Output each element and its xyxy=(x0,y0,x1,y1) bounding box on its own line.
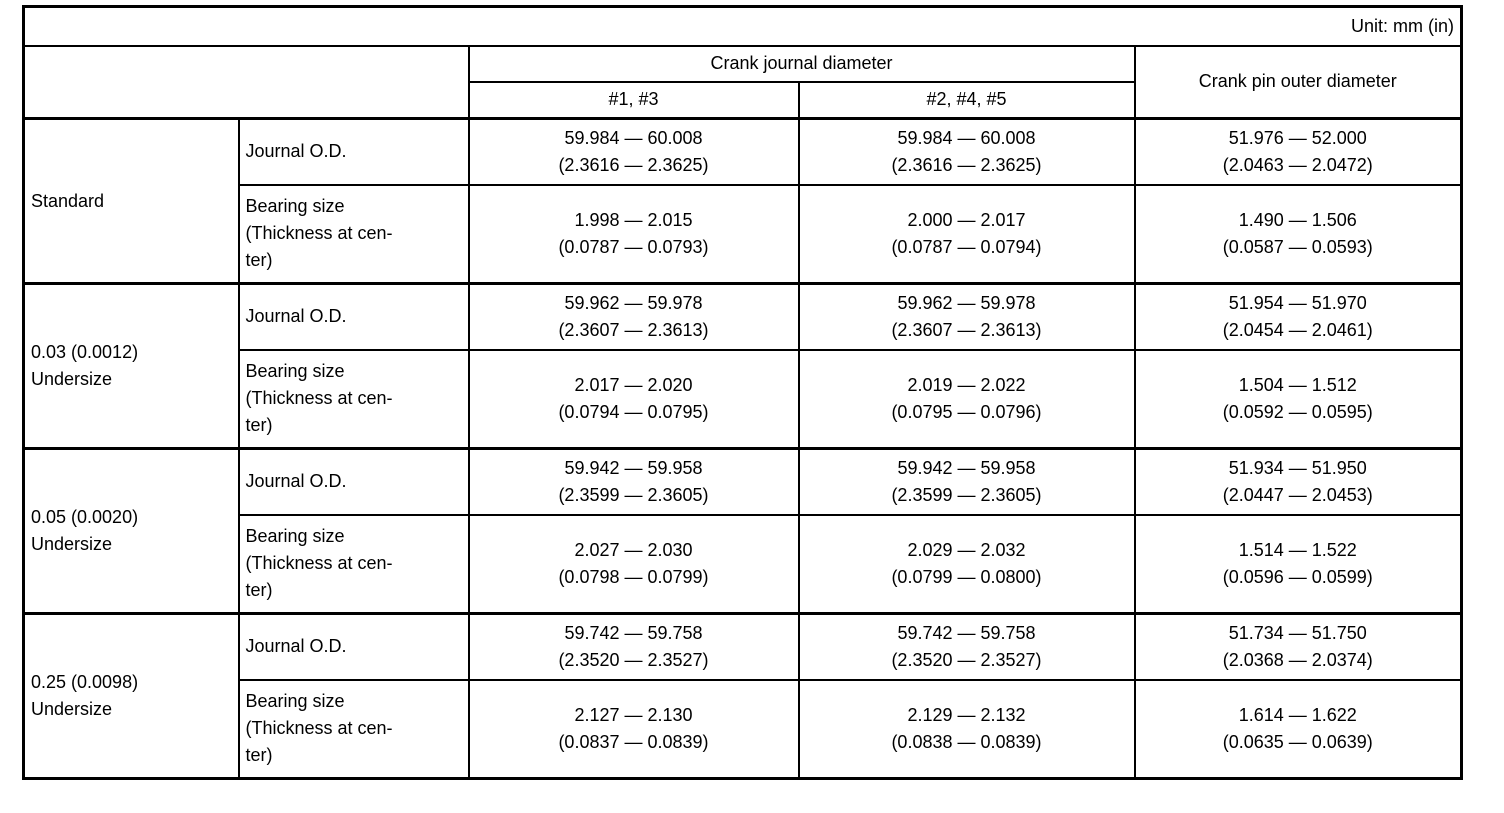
cell-u005-journal-245: 59.942 — 59.958 (2.3599 — 2.3605) xyxy=(797,447,1136,516)
cell-u025-journal-pin: 51.734 — 51.750 (2.0368 — 2.0374) xyxy=(1133,612,1463,681)
cell-standard-bearing-245: 2.000 — 2.017 (0.0787 — 0.0794) xyxy=(797,183,1136,285)
row-label-bearing-size: Bearing size (Thickness at cen- ter) xyxy=(237,348,470,450)
cell-u003-journal-245: 59.962 — 59.978 (2.3607 — 2.3613) xyxy=(797,282,1136,351)
size-label-undersize-003: 0.03 (0.0012) Undersize xyxy=(22,282,240,450)
cell-u025-bearing-13: 2.127 — 2.130 (0.0837 — 0.0839) xyxy=(467,678,800,780)
cell-u005-journal-13: 59.942 — 59.958 (2.3599 — 2.3605) xyxy=(467,447,800,516)
cell-u025-journal-13: 59.742 — 59.758 (2.3520 — 2.3527) xyxy=(467,612,800,681)
cell-u005-bearing-pin: 1.514 — 1.522 (0.0596 — 0.0599) xyxy=(1133,513,1463,615)
cell-u005-journal-pin: 51.934 — 51.950 (2.0447 — 2.0453) xyxy=(1133,447,1463,516)
cell-u003-journal-pin: 51.954 — 51.970 (2.0454 — 2.0461) xyxy=(1133,282,1463,351)
cell-u003-bearing-pin: 1.504 — 1.512 (0.0592 — 0.0595) xyxy=(1133,348,1463,450)
size-label-undersize-025: 0.25 (0.0098) Undersize xyxy=(22,612,240,780)
cell-standard-bearing-13: 1.998 — 2.015 (0.0787 — 0.0793) xyxy=(467,183,800,285)
cell-standard-journal-pin: 51.976 — 52.000 (2.0463 — 2.0472) xyxy=(1133,117,1463,186)
row-label-journal-od: Journal O.D. xyxy=(237,117,470,186)
header-crank-journal-diameter: Crank journal diameter xyxy=(467,44,1136,83)
row-label-journal-od: Journal O.D. xyxy=(237,612,470,681)
cell-standard-journal-13: 59.984 — 60.008 (2.3616 — 2.3625) xyxy=(467,117,800,186)
header-crank-pin-outer-diameter: Crank pin outer diameter xyxy=(1133,44,1463,120)
row-label-journal-od: Journal O.D. xyxy=(237,447,470,516)
cell-u005-bearing-13: 2.027 — 2.030 (0.0798 — 0.0799) xyxy=(467,513,800,615)
size-label-standard: Standard xyxy=(22,117,240,285)
cell-standard-bearing-pin: 1.490 — 1.506 (0.0587 — 0.0593) xyxy=(1133,183,1463,285)
size-label-undersize-005: 0.05 (0.0020) Undersize xyxy=(22,447,240,615)
cell-u003-bearing-245: 2.019 — 2.022 (0.0795 — 0.0796) xyxy=(797,348,1136,450)
header-journal-2-4-5: #2, #4, #5 xyxy=(797,80,1136,120)
cell-u003-journal-13: 59.962 — 59.978 (2.3607 — 2.3613) xyxy=(467,282,800,351)
cell-u025-bearing-pin: 1.614 — 1.622 (0.0635 — 0.0639) xyxy=(1133,678,1463,780)
row-label-bearing-size: Bearing size (Thickness at cen- ter) xyxy=(237,513,470,615)
cell-u005-bearing-245: 2.029 — 2.032 (0.0799 — 0.0800) xyxy=(797,513,1136,615)
header-journal-1-3: #1, #3 xyxy=(467,80,800,120)
cell-standard-journal-245: 59.984 — 60.008 (2.3616 — 2.3625) xyxy=(797,117,1136,186)
crankshaft-spec-table: Unit: mm (in) Crank journal diameter Cra… xyxy=(22,5,1464,780)
cell-u025-journal-245: 59.742 — 59.758 (2.3520 — 2.3527) xyxy=(797,612,1136,681)
row-label-bearing-size: Bearing size (Thickness at cen- ter) xyxy=(237,183,470,285)
cell-u025-bearing-245: 2.129 — 2.132 (0.0838 — 0.0839) xyxy=(797,678,1136,780)
row-label-bearing-size: Bearing size (Thickness at cen- ter) xyxy=(237,678,470,780)
row-label-journal-od: Journal O.D. xyxy=(237,282,470,351)
cell-u003-bearing-13: 2.017 — 2.020 (0.0794 — 0.0795) xyxy=(467,348,800,450)
header-corner-blank xyxy=(22,44,470,120)
unit-label: Unit: mm (in) xyxy=(22,5,1463,47)
